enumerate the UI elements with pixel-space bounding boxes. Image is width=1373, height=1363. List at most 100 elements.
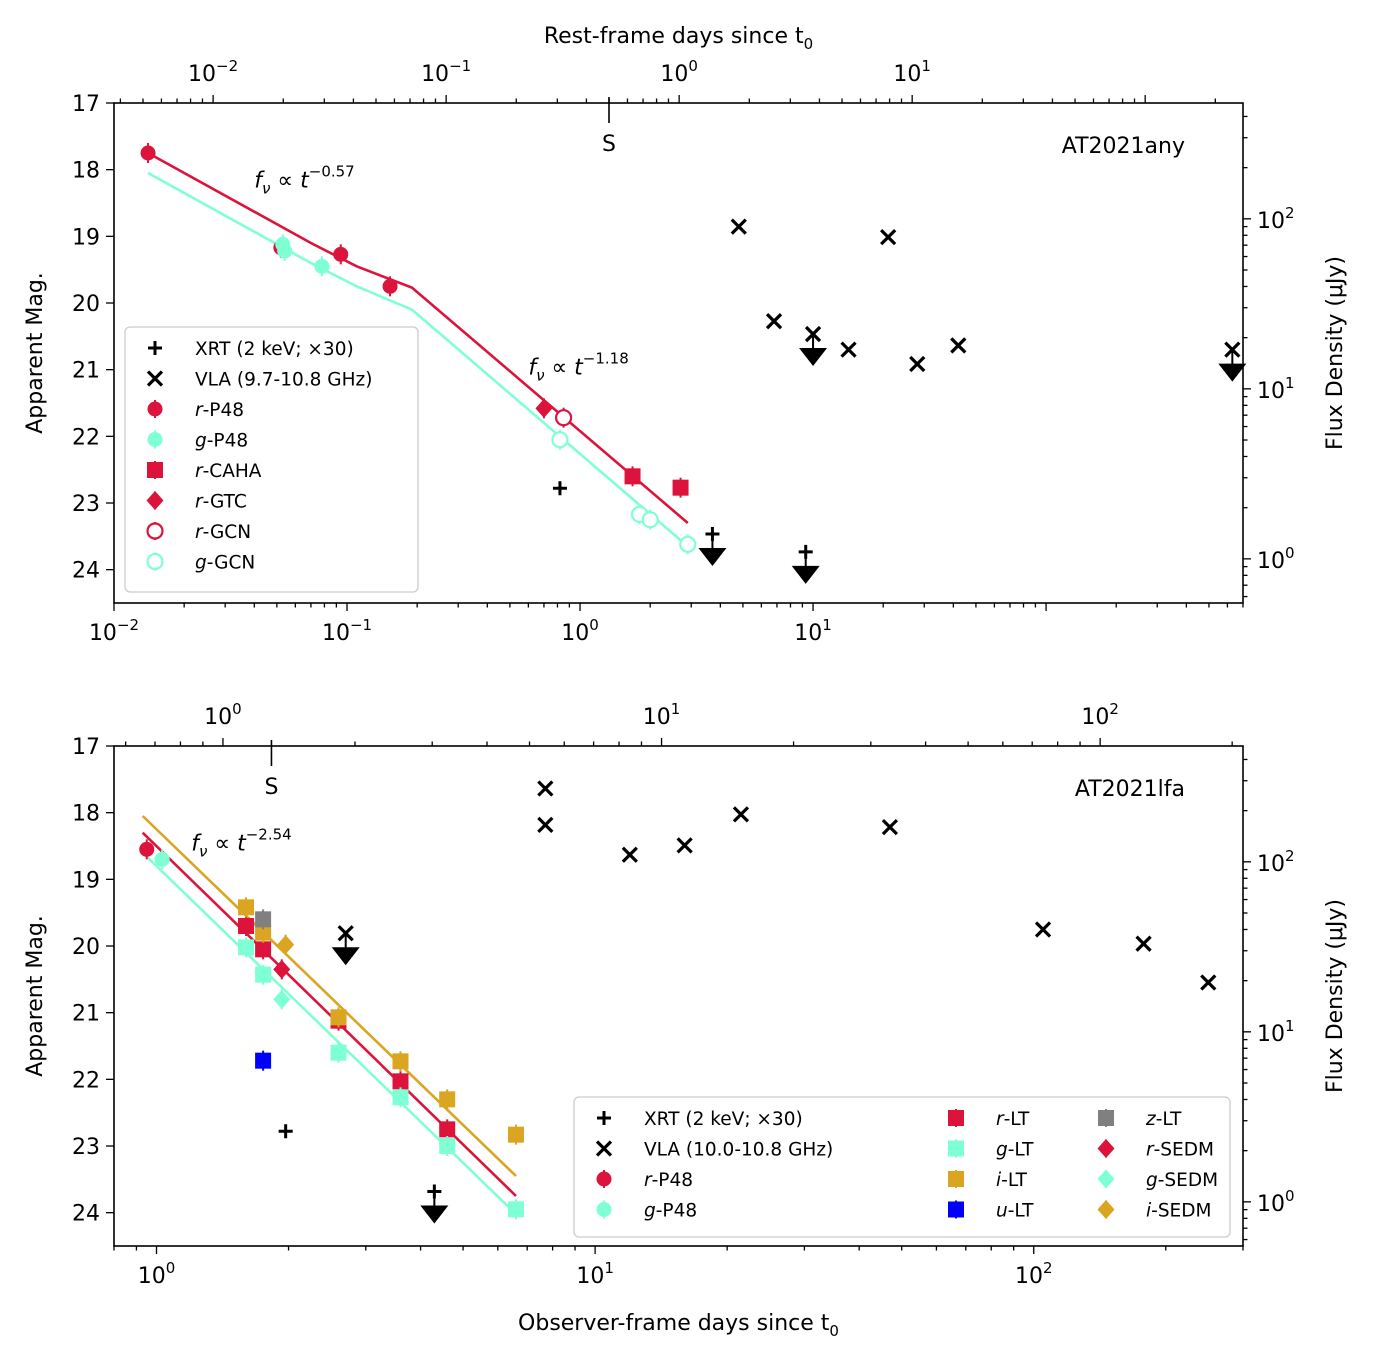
- xrt-point: [278, 1124, 293, 1139]
- legend-item: g-SEDM: [1097, 1169, 1218, 1191]
- data-point-i-lt: [330, 1009, 347, 1026]
- xrt-upper-limit-arrow: [698, 548, 727, 567]
- s-marker-label: S: [602, 132, 616, 157]
- legend-rest: -GCN: [203, 522, 251, 543]
- x-tick-label-exp: 0: [589, 616, 599, 634]
- flux-tick-label-base: 10: [1257, 379, 1285, 404]
- x-top-tick-label: 102: [1081, 700, 1119, 730]
- data-point-g-lt: [238, 939, 255, 956]
- x-axis-label: Observer-frame days since t0: [518, 1311, 839, 1340]
- x-tick-label-base: 10: [1015, 1264, 1043, 1289]
- legend-rest: -P48: [203, 400, 244, 421]
- y-tick-label: 24: [72, 1202, 100, 1227]
- x-top-tick-label-base: 10: [643, 705, 671, 730]
- x-tick-label-base: 10: [138, 1264, 166, 1289]
- legend-marker: [948, 1110, 964, 1126]
- legend-text: XRT (2 keV; ×30): [644, 1109, 803, 1130]
- legend-marker: [1098, 1110, 1114, 1126]
- legend-label: XRT (2 keV; ×30): [195, 339, 354, 360]
- x-top-tick-label-base: 10: [660, 62, 688, 87]
- data-point-g-lt: [507, 1201, 524, 1218]
- legend: XRT (2 keV; ×30)VLA (10.0-10.8 GHz)r-P48…: [573, 1096, 1231, 1238]
- y-tick-label: 22: [72, 425, 100, 450]
- y-tick-label: 18: [72, 159, 100, 184]
- data-point-g-p48: [314, 258, 330, 274]
- legend-rest: -GTC: [203, 492, 247, 513]
- legend-label: g-LT: [996, 1140, 1034, 1161]
- x-axis-label-sub: 0: [829, 1322, 839, 1340]
- vla-point: [840, 341, 857, 358]
- data-point-r-lt: [255, 941, 272, 958]
- x-top-tick-label-exp: 0: [232, 700, 242, 718]
- data-point-z-lt: [255, 911, 272, 928]
- legend-band: u: [996, 1201, 1008, 1222]
- legend-marker: [1097, 1169, 1115, 1189]
- vla-point: [730, 218, 747, 235]
- power-law-annotation: fν ∝ t−0.57: [254, 163, 354, 198]
- x-tick-label-base: 10: [561, 621, 589, 646]
- data-point-i-lt: [439, 1091, 456, 1108]
- data-point-r-caha: [624, 468, 641, 485]
- legend-rest: -P48: [652, 1170, 693, 1191]
- power-law-annotation: fν ∝ t−1.18: [528, 349, 628, 384]
- flux-tick-label-exp: 0: [1285, 544, 1295, 562]
- legend-band: r: [195, 492, 204, 513]
- annotation-t: ∝ t: [207, 832, 247, 857]
- legend-item: r-P48: [596, 1170, 693, 1191]
- legend-item: z-LT: [1098, 1109, 1182, 1130]
- y-tick-label: 21: [72, 359, 100, 384]
- data-point-g-gcn: [551, 431, 569, 449]
- x-top-tick-label: 10−1: [421, 57, 471, 87]
- x-top-tick-label-exp: −1: [449, 57, 471, 75]
- legend-rest: -LT: [1001, 1170, 1027, 1191]
- legend-label: r-SEDM: [1146, 1140, 1214, 1161]
- flux-tick-label: 100: [1257, 1187, 1295, 1217]
- legend-label: r-P48: [195, 400, 244, 421]
- annotation-exp: −1.18: [583, 349, 629, 367]
- annotation-exp: −2.54: [246, 826, 292, 844]
- x-axis-label-text: Observer-frame days since t: [518, 1311, 830, 1336]
- legend-label: g-GCN: [195, 553, 255, 574]
- plot-frame: [113, 102, 1244, 604]
- flux-tick-label: 102: [1257, 847, 1295, 877]
- legend-label: z-LT: [1145, 1109, 1182, 1130]
- legend-marker: [148, 341, 162, 355]
- vla-point: [804, 325, 822, 343]
- flux-tick-label-base: 10: [1257, 1022, 1285, 1047]
- legend-marker: [596, 1171, 612, 1187]
- x-tick-label-base: 10: [89, 621, 117, 646]
- x-top-tick-label-base: 10: [188, 62, 216, 87]
- legend-band: r: [644, 1170, 653, 1191]
- legend-item: XRT (2 keV; ×30): [597, 1109, 803, 1130]
- legend-text: VLA (9.7-10.8 GHz): [195, 370, 372, 391]
- model-line-g: [147, 171, 689, 548]
- x-top-tick-label-exp: 1: [671, 700, 681, 718]
- legend-marker: [948, 1140, 964, 1157]
- x-top-tick-label-base: 10: [893, 62, 921, 87]
- legend-band: i: [996, 1170, 1002, 1191]
- annotation-f: f: [254, 169, 265, 194]
- legend-marker: [147, 401, 163, 417]
- x-top-tick-label-base: 10: [204, 705, 232, 730]
- annotation-f: f: [191, 832, 202, 857]
- legend-marker: [1097, 1200, 1115, 1219]
- vla-point: [732, 806, 750, 823]
- xrt-upper-limit-arrow: [420, 1205, 449, 1224]
- legend-marker: [146, 522, 164, 540]
- legend-band: r: [996, 1109, 1005, 1130]
- data-point-r-p48: [333, 246, 349, 262]
- annotation-sub: ν: [262, 180, 270, 198]
- legend-rest: -LT: [1008, 1201, 1034, 1222]
- y-tick-label: 17: [72, 735, 100, 760]
- x-tick-label-exp: −2: [117, 616, 139, 634]
- y-tick-label: 19: [72, 868, 100, 893]
- y-axis-label: Apparent Mag.: [23, 915, 48, 1077]
- legend-item: g-P48: [596, 1200, 697, 1222]
- plot-frame: [113, 745, 1244, 1247]
- legend-rest: -CAHA: [203, 461, 262, 482]
- annotation-t: ∝ t: [544, 355, 584, 380]
- x-tick-label: 101: [794, 616, 832, 646]
- legend-marker: [596, 1202, 612, 1217]
- legend-rest: -LT: [1156, 1109, 1182, 1130]
- data-point-r-p48: [382, 278, 398, 294]
